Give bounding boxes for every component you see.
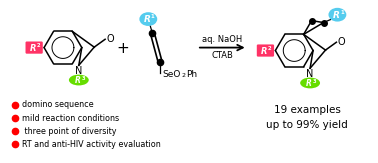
Text: CTAB: CTAB (211, 51, 233, 60)
Text: 1: 1 (340, 10, 344, 15)
Text: aq. NaOH: aq. NaOH (202, 35, 242, 44)
Text: mild reaction conditions: mild reaction conditions (22, 114, 119, 123)
Text: R: R (74, 76, 80, 85)
Text: Ph: Ph (186, 70, 197, 79)
Text: 2: 2 (268, 46, 272, 51)
Text: N: N (75, 66, 82, 76)
Ellipse shape (139, 12, 157, 26)
Text: R: R (333, 11, 339, 20)
Text: 19 examples: 19 examples (274, 104, 341, 115)
Text: R: R (143, 15, 150, 24)
Text: 2: 2 (37, 43, 40, 48)
Ellipse shape (300, 78, 320, 88)
Text: O: O (106, 34, 114, 44)
Text: 2: 2 (181, 73, 186, 78)
FancyBboxPatch shape (25, 42, 43, 54)
Text: N: N (307, 69, 314, 79)
Text: R: R (30, 44, 36, 53)
Text: O: O (338, 37, 345, 47)
Text: SeO: SeO (162, 70, 181, 79)
Ellipse shape (328, 8, 346, 22)
Text: 3: 3 (313, 79, 316, 83)
Text: RT and anti-HIV activity evaluation: RT and anti-HIV activity evaluation (22, 140, 161, 149)
Text: three point of diversity: three point of diversity (22, 127, 117, 136)
Text: 1: 1 (151, 14, 155, 19)
Text: +: + (116, 41, 129, 56)
Text: R: R (261, 46, 268, 56)
Text: 3: 3 (82, 76, 85, 81)
Ellipse shape (69, 75, 89, 85)
FancyBboxPatch shape (257, 44, 274, 57)
Text: R: R (306, 79, 311, 88)
Text: up to 99% yield: up to 99% yield (266, 120, 348, 130)
Text: domino sequence: domino sequence (22, 100, 94, 109)
